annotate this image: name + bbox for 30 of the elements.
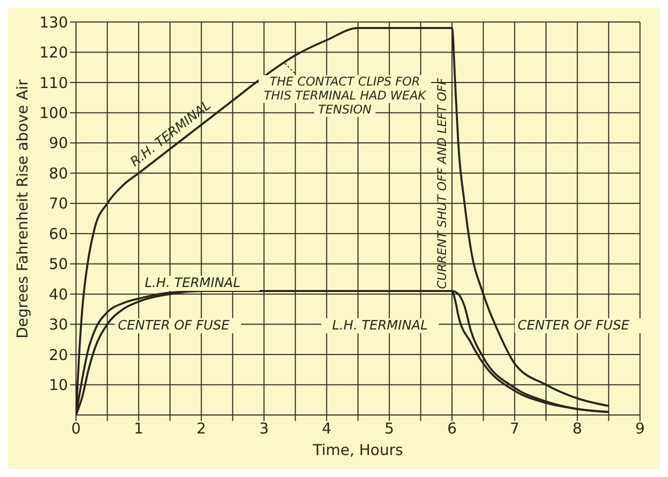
series-label: L.H. TERMINAL <box>144 276 240 291</box>
x-axis-title: Time, Hours <box>312 441 404 459</box>
annotation: CENTER OF FUSE <box>518 318 630 334</box>
annotation: L.H. TERMINAL <box>332 318 428 334</box>
x-tick-label: 3 <box>259 420 269 438</box>
annotation: THE CONTACT CLIPS FOR THIS TERMINAL HAD WEAK TENSION <box>264 74 427 116</box>
y-axis-title: Degrees Fahrenheit Rise above Air <box>13 78 32 338</box>
x-tick-label: 4 <box>322 420 332 438</box>
x-tick-label: 0 <box>71 420 81 438</box>
y-tick-label: 60 <box>48 224 68 243</box>
y-tick-label: 90 <box>48 134 68 152</box>
x-tick-label: 6 <box>447 420 457 438</box>
y-tick-label: 80 <box>48 164 68 182</box>
x-tick-label: 9 <box>635 420 645 438</box>
x-tick-label: 7 <box>510 420 520 438</box>
x-tick-label: 5 <box>384 420 394 438</box>
y-tick-label: 40 <box>48 285 68 304</box>
y-tick-label: 30 <box>48 316 68 334</box>
y-tick-label: 110 <box>39 74 68 92</box>
y-tick-label: 100 <box>39 104 68 122</box>
x-tick-label: 1 <box>134 420 144 438</box>
series-label: CENTER OF FUSE <box>118 318 230 334</box>
x-tick-label: 8 <box>572 420 582 438</box>
y-tick-label: 120 <box>39 44 68 62</box>
y-tick-label: 20 <box>48 346 68 364</box>
y-tick-label: 10 <box>48 376 68 394</box>
y-tick-label: 70 <box>48 194 68 213</box>
y-tick-label: 130 <box>39 13 68 32</box>
x-tick-label: 2 <box>196 420 206 438</box>
y-tick-label: 50 <box>48 255 68 274</box>
